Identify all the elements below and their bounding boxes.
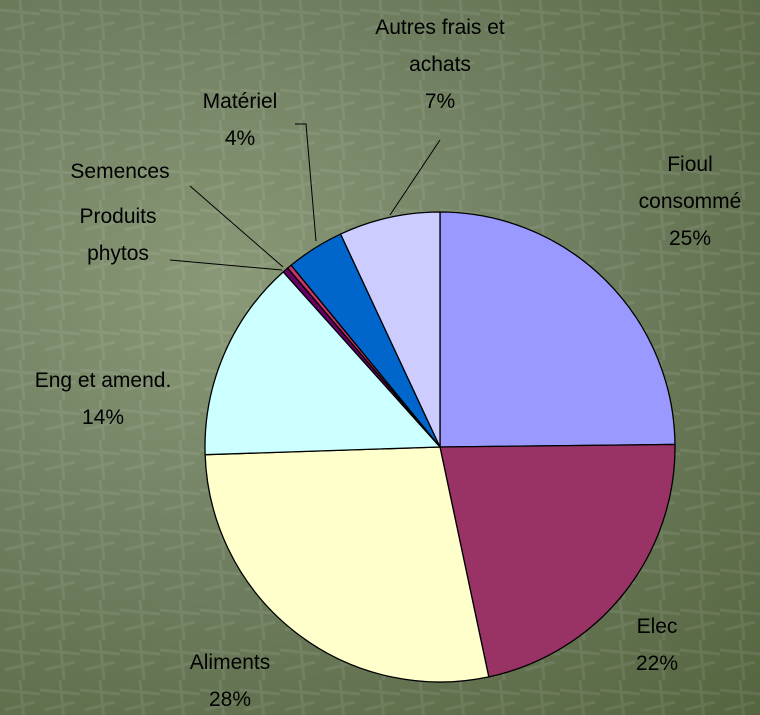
- leader-line: [389, 139, 441, 216]
- value-label: 14%: [81, 406, 125, 429]
- leader-line: [169, 259, 283, 271]
- slice-label: Aliments: [189, 651, 271, 674]
- slice-label: Autres frais et achats: [375, 16, 505, 76]
- pie-slice: [339, 211, 441, 448]
- value-label: 22%: [635, 652, 679, 675]
- slices: [204, 211, 676, 683]
- slice-label: Fioul consommé: [638, 153, 742, 213]
- slice-label: Produits phytos: [79, 205, 157, 265]
- leader-line: [295, 123, 317, 242]
- pie-slice: [439, 443, 676, 678]
- pie-slice: [204, 270, 442, 456]
- value-label: 7%: [424, 90, 456, 113]
- pie-slice: [204, 446, 490, 683]
- slice-label: Semences: [70, 160, 170, 183]
- value-label: 28%: [208, 688, 252, 711]
- leader-lines: [169, 123, 441, 271]
- value-label: 4%: [224, 127, 256, 150]
- pie-slice: [439, 211, 676, 448]
- slice-label: Eng et amend.: [34, 369, 172, 392]
- slice-label: Matériel: [202, 90, 278, 113]
- leader-line: [189, 185, 284, 268]
- value-label: 25%: [668, 227, 712, 250]
- slice-label: Elec: [636, 615, 678, 638]
